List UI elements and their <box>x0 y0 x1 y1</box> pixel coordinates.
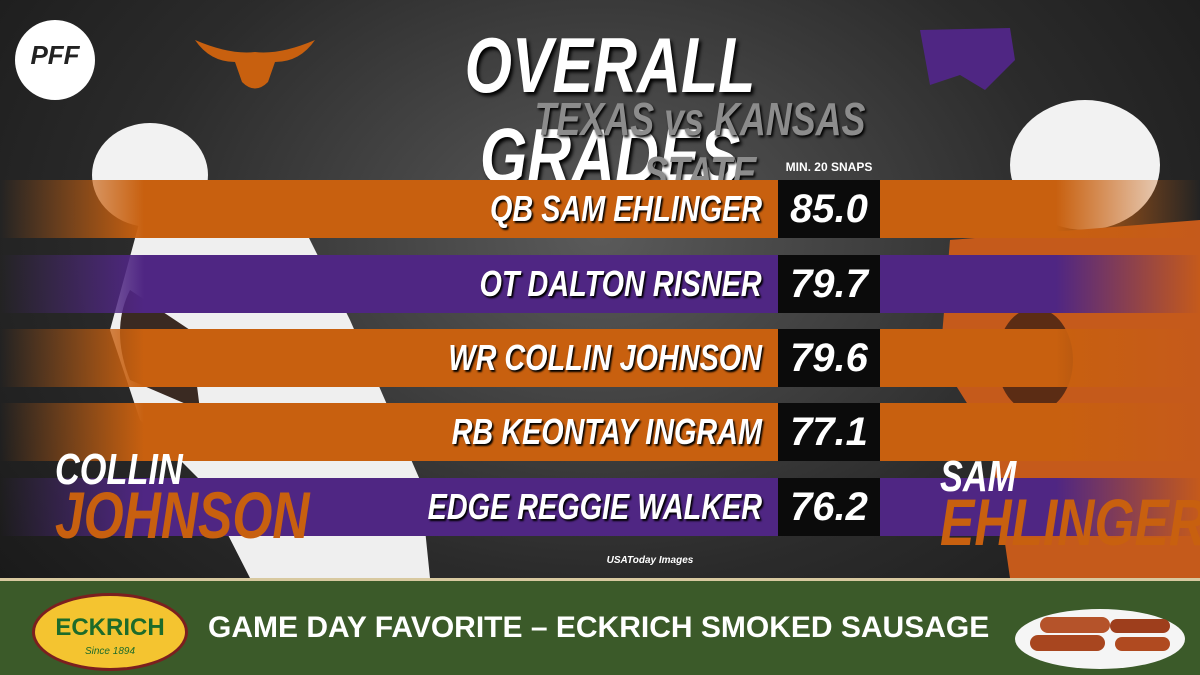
grade-row: RB KEONTAY INGRAM 77.1 <box>0 403 1200 461</box>
credit: USAToday Images <box>606 555 694 566</box>
caption-last: EHLINGER <box>940 485 1200 559</box>
caption-first: COLLIN <box>55 445 183 494</box>
caption-right: SAM EHLINGER <box>940 452 1200 559</box>
player-name: EDGE REGGIE WALKER <box>427 486 762 527</box>
grade-box <box>778 478 880 536</box>
grade-box <box>778 255 880 313</box>
grade-value: 76.2 <box>790 485 868 529</box>
sponsor-banner: ECKRICH Since 1894 GAME DAY FAVORITE – E… <box>0 578 1200 675</box>
grade-row: WR COLLIN JOHNSON 79.6 <box>0 329 1200 387</box>
brand: ECKRICH <box>55 614 165 641</box>
grade-row: EDGE REGGIE WALKER 76.2 <box>0 478 1200 536</box>
player-name: RB KEONTAY INGRAM <box>451 411 762 452</box>
eckrich-logo: ECKRICH Since 1894 <box>32 593 188 671</box>
caption-left: COLLIN JOHNSON <box>55 445 381 552</box>
caption-first: SAM <box>940 452 1017 501</box>
note: MIN. 20 SNAPS <box>785 160 873 174</box>
grade-value: 79.6 <box>790 336 868 380</box>
grade-box <box>778 180 880 238</box>
food-plate <box>1015 609 1185 669</box>
grade-box <box>778 329 880 387</box>
wildcat-logo <box>920 28 1015 90</box>
slogan: GAME DAY FAVORITE – ECKRICH SMOKED SAUSA… <box>208 611 990 644</box>
player-name: WR COLLIN JOHNSON <box>448 337 762 378</box>
grade-row: OT DALTON RISNER 79.7 <box>0 255 1200 313</box>
grade-row: QB SAM EHLINGER 85.0 <box>0 180 1200 238</box>
player-name: OT DALTON RISNER <box>479 263 762 304</box>
grade-box <box>778 403 880 461</box>
grade-value: 77.1 <box>790 410 868 454</box>
player-name: QB SAM EHLINGER <box>489 188 762 229</box>
since: Since 1894 <box>84 646 136 657</box>
caption-last: JOHNSON <box>55 478 310 552</box>
pff-logo-bg <box>15 20 95 100</box>
longhorn-logo <box>195 40 315 89</box>
grade-value: 85.0 <box>790 187 868 231</box>
pff-logo: PFF <box>30 40 80 70</box>
grade-value: 79.7 <box>790 262 868 306</box>
